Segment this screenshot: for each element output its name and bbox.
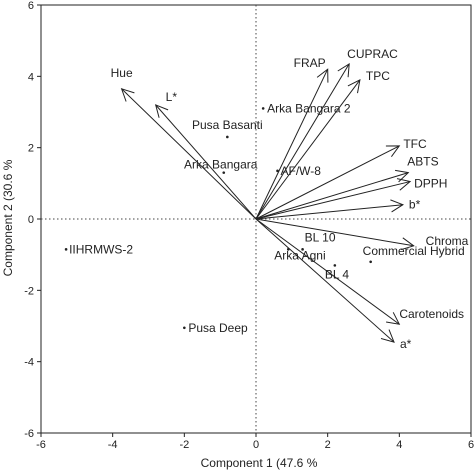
x-axis-label: Component 1 (47.6 % (201, 456, 318, 470)
loading-arrow (255, 218, 414, 247)
sample-label: BL 10 (305, 230, 336, 244)
loading-arrow (255, 181, 411, 220)
arrow-head (386, 312, 401, 325)
y-tick-label: 4 (28, 71, 34, 83)
loading-label: Hue (111, 66, 133, 80)
loading-arrow (255, 79, 361, 220)
sample-label: Pusa Basanti (192, 118, 263, 132)
loading-arrow (255, 218, 400, 325)
loading-arrow (255, 68, 329, 220)
x-tick-label: -2 (179, 439, 189, 451)
loading-arrow (255, 204, 403, 220)
sample-point (333, 264, 337, 267)
arrow-head (347, 79, 361, 94)
arrow-head (400, 237, 415, 251)
loading-label: a* (400, 337, 412, 351)
loading-arrow (255, 172, 409, 220)
x-tick-label: -6 (36, 439, 46, 451)
sample-point (369, 260, 372, 264)
sample-point (286, 248, 290, 251)
loading-label: TPC (366, 69, 390, 83)
arrow-head (120, 88, 135, 102)
loading-label: CUPRAC (347, 47, 398, 61)
x-tick-label: 0 (253, 439, 259, 451)
sample-label: IIHRMWS-2 (69, 242, 133, 256)
loading-arrow (255, 63, 350, 220)
arrow-head (385, 145, 401, 157)
arrow-head (154, 104, 169, 118)
loading-label: Chroma (426, 234, 469, 248)
sample-label: AF/W-8 (281, 164, 322, 178)
loading-arrow (155, 104, 257, 220)
y-tick-label: 6 (28, 0, 34, 12)
sample-label: Commercial Hybrid (363, 244, 465, 258)
y-tick-label: -6 (24, 428, 34, 440)
loading-label: FRAP (294, 56, 326, 70)
loading-arrow (255, 145, 400, 220)
arrow-head (380, 329, 395, 343)
sample-point (222, 171, 226, 174)
loading-arrow (255, 218, 395, 343)
sample-label: Arka Bangara (184, 158, 258, 172)
loading-label: b* (409, 198, 421, 212)
sample-point (261, 107, 265, 110)
sample-label: Arka Bangara 2 (267, 101, 351, 115)
sample-point (226, 135, 229, 139)
arrow-head (390, 199, 405, 213)
arrow-head (316, 68, 329, 83)
x-tick-label: 6 (468, 439, 474, 451)
loading-label: Carotenoids (399, 307, 464, 321)
x-tick-label: -4 (108, 439, 118, 451)
sample-point (301, 248, 304, 251)
loading-arrow (121, 88, 257, 220)
loading-label: ABTS (407, 155, 438, 169)
x-tick-label: 2 (325, 439, 331, 451)
sample-point (276, 169, 279, 173)
arrow-head (396, 178, 412, 191)
sample-point (183, 326, 186, 330)
y-tick-label: -2 (24, 285, 34, 297)
loading-label: TFC (403, 137, 427, 151)
x-tick-label: 4 (396, 439, 402, 451)
sample-point (64, 248, 68, 251)
sample-label: BL 4 (325, 267, 350, 281)
loading-label: L* (166, 90, 178, 104)
sample-label: Pusa Deep (188, 321, 248, 335)
y-tick-label: 0 (28, 214, 34, 226)
loading-label: DPPH (414, 177, 447, 191)
y-axis-label: Component 2 (30.6 % (1, 159, 15, 276)
arrow-head (395, 169, 410, 183)
sample-label: Arka Agni (274, 248, 325, 262)
arrow-head (337, 62, 350, 78)
y-tick-label: 2 (28, 143, 34, 155)
y-tick-label: -4 (24, 357, 34, 369)
